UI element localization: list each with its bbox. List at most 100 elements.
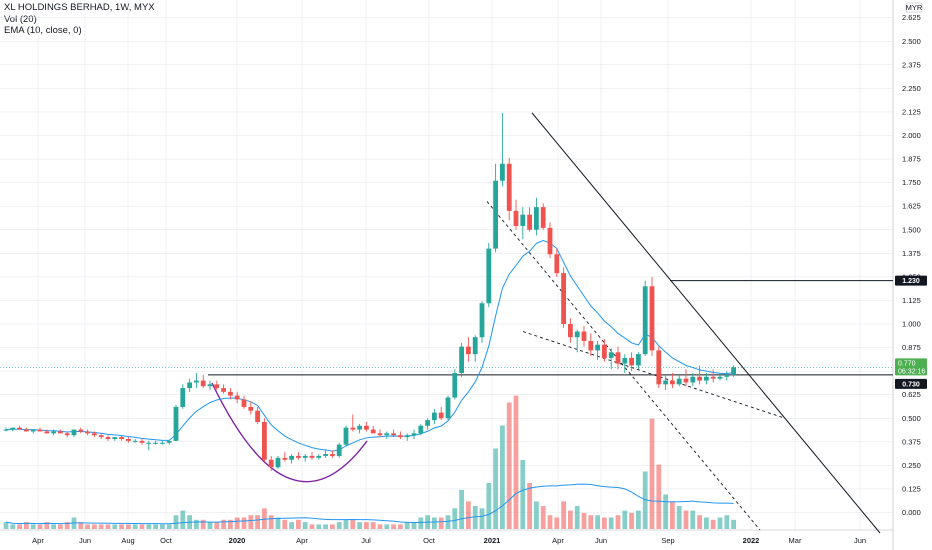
downtrend-line [531, 112, 881, 534]
volume-bar [194, 519, 199, 529]
volume-bar [316, 524, 322, 529]
candle-body [180, 388, 186, 407]
legend-symbol: XL HOLDINGS BERHAD, 1W, MYX [4, 2, 155, 13]
candle-body [608, 352, 614, 358]
volume-bar [282, 519, 288, 529]
candle-body [105, 437, 111, 439]
candle-body [98, 435, 104, 438]
volume-bar [24, 522, 29, 529]
volume-bar [214, 522, 220, 529]
candle-body [636, 354, 641, 366]
candle-body [139, 440, 145, 443]
volume-bar [98, 524, 104, 529]
candle-body [479, 303, 485, 338]
candle-body [540, 207, 546, 228]
candle-body [717, 376, 723, 379]
candle-body [316, 455, 322, 458]
volume-bar [200, 519, 206, 529]
volume-bar [119, 524, 124, 529]
countdown-text: 06:32:16 [898, 368, 925, 375]
resistance-price-text: 1.230 [902, 278, 920, 285]
candle-body [411, 433, 417, 436]
volume-bar [534, 501, 539, 529]
candle-body [78, 429, 84, 432]
x-tick-label: Mar [789, 536, 802, 545]
candle-body [37, 429, 43, 432]
candle-body [527, 214, 532, 230]
volume-bar [241, 517, 247, 529]
y-tick-label: 1.750 [902, 178, 921, 187]
candle-body [24, 429, 29, 432]
volume-bar [350, 519, 356, 529]
volume-bar [17, 524, 22, 529]
volume-bar [255, 515, 260, 529]
x-tick-label: Aug [121, 536, 134, 545]
volume-bar [221, 519, 226, 529]
currency-box [905, 2, 923, 13]
current-price-text: 0.770 [898, 360, 916, 367]
candle-body [30, 429, 36, 432]
volume-bar [336, 522, 342, 529]
candle-body [595, 344, 600, 351]
candle-body [663, 380, 668, 385]
volume-bar [30, 524, 36, 529]
candle-body [343, 427, 349, 445]
candle-body [425, 420, 430, 426]
y-tick-label: 1.000 [902, 320, 921, 329]
volume-bar [58, 524, 63, 529]
x-tick-label: Sep [661, 536, 674, 545]
candle-body [221, 388, 226, 392]
candle-body [126, 438, 131, 441]
volume-bar [459, 489, 464, 529]
y-tick-label: 2.125 [902, 107, 921, 116]
volume-bar [663, 494, 668, 529]
volume-bar [398, 524, 403, 529]
y-tick-label: 0.125 [902, 484, 921, 493]
candle-body [398, 435, 403, 438]
volume-bar [418, 517, 424, 529]
candle-body [649, 286, 655, 351]
volume-bar [493, 448, 498, 529]
volume-bar [690, 510, 696, 529]
candle-body [214, 384, 220, 389]
candle-body [520, 214, 526, 226]
volume-bar [370, 522, 376, 529]
candle-body [289, 455, 294, 460]
volume-bar [132, 524, 138, 529]
candle-body [506, 163, 512, 211]
volume-bar [112, 524, 118, 529]
volume-bar [153, 524, 158, 529]
volume-bar [384, 524, 390, 529]
support-price-text: 0.730 [902, 381, 920, 388]
volume-bar [234, 517, 240, 529]
candle-body [64, 433, 70, 436]
candle-body [241, 399, 247, 407]
candle-body [690, 376, 696, 383]
candle-body [302, 455, 308, 458]
y-tick-label: 2.500 [902, 37, 921, 46]
candle-body [418, 425, 424, 434]
support-price-label [895, 378, 927, 389]
x-tick-label: Apr [32, 536, 44, 545]
chart-legend: XL HOLDINGS BERHAD, 1W, MYX Vol (20) EMA… [4, 2, 155, 37]
candle-body [207, 384, 213, 387]
candle-body [568, 324, 573, 338]
y-tick-label: 0.375 [902, 437, 921, 446]
candle-body [364, 425, 369, 430]
candle-body [724, 374, 730, 377]
candle-body [676, 378, 682, 385]
candle-body [615, 352, 621, 364]
candle-body [384, 433, 390, 436]
volume-bar [670, 501, 675, 529]
x-tick-label: Jul [361, 536, 371, 545]
candle-body [228, 391, 233, 396]
candle-body [330, 454, 335, 456]
candle-body [200, 380, 206, 387]
candle-body [683, 378, 689, 383]
candle-body [255, 410, 260, 423]
volume-bar [105, 524, 111, 529]
candle-body [404, 435, 410, 438]
volume-bar [608, 517, 614, 529]
candle-body [472, 337, 478, 355]
